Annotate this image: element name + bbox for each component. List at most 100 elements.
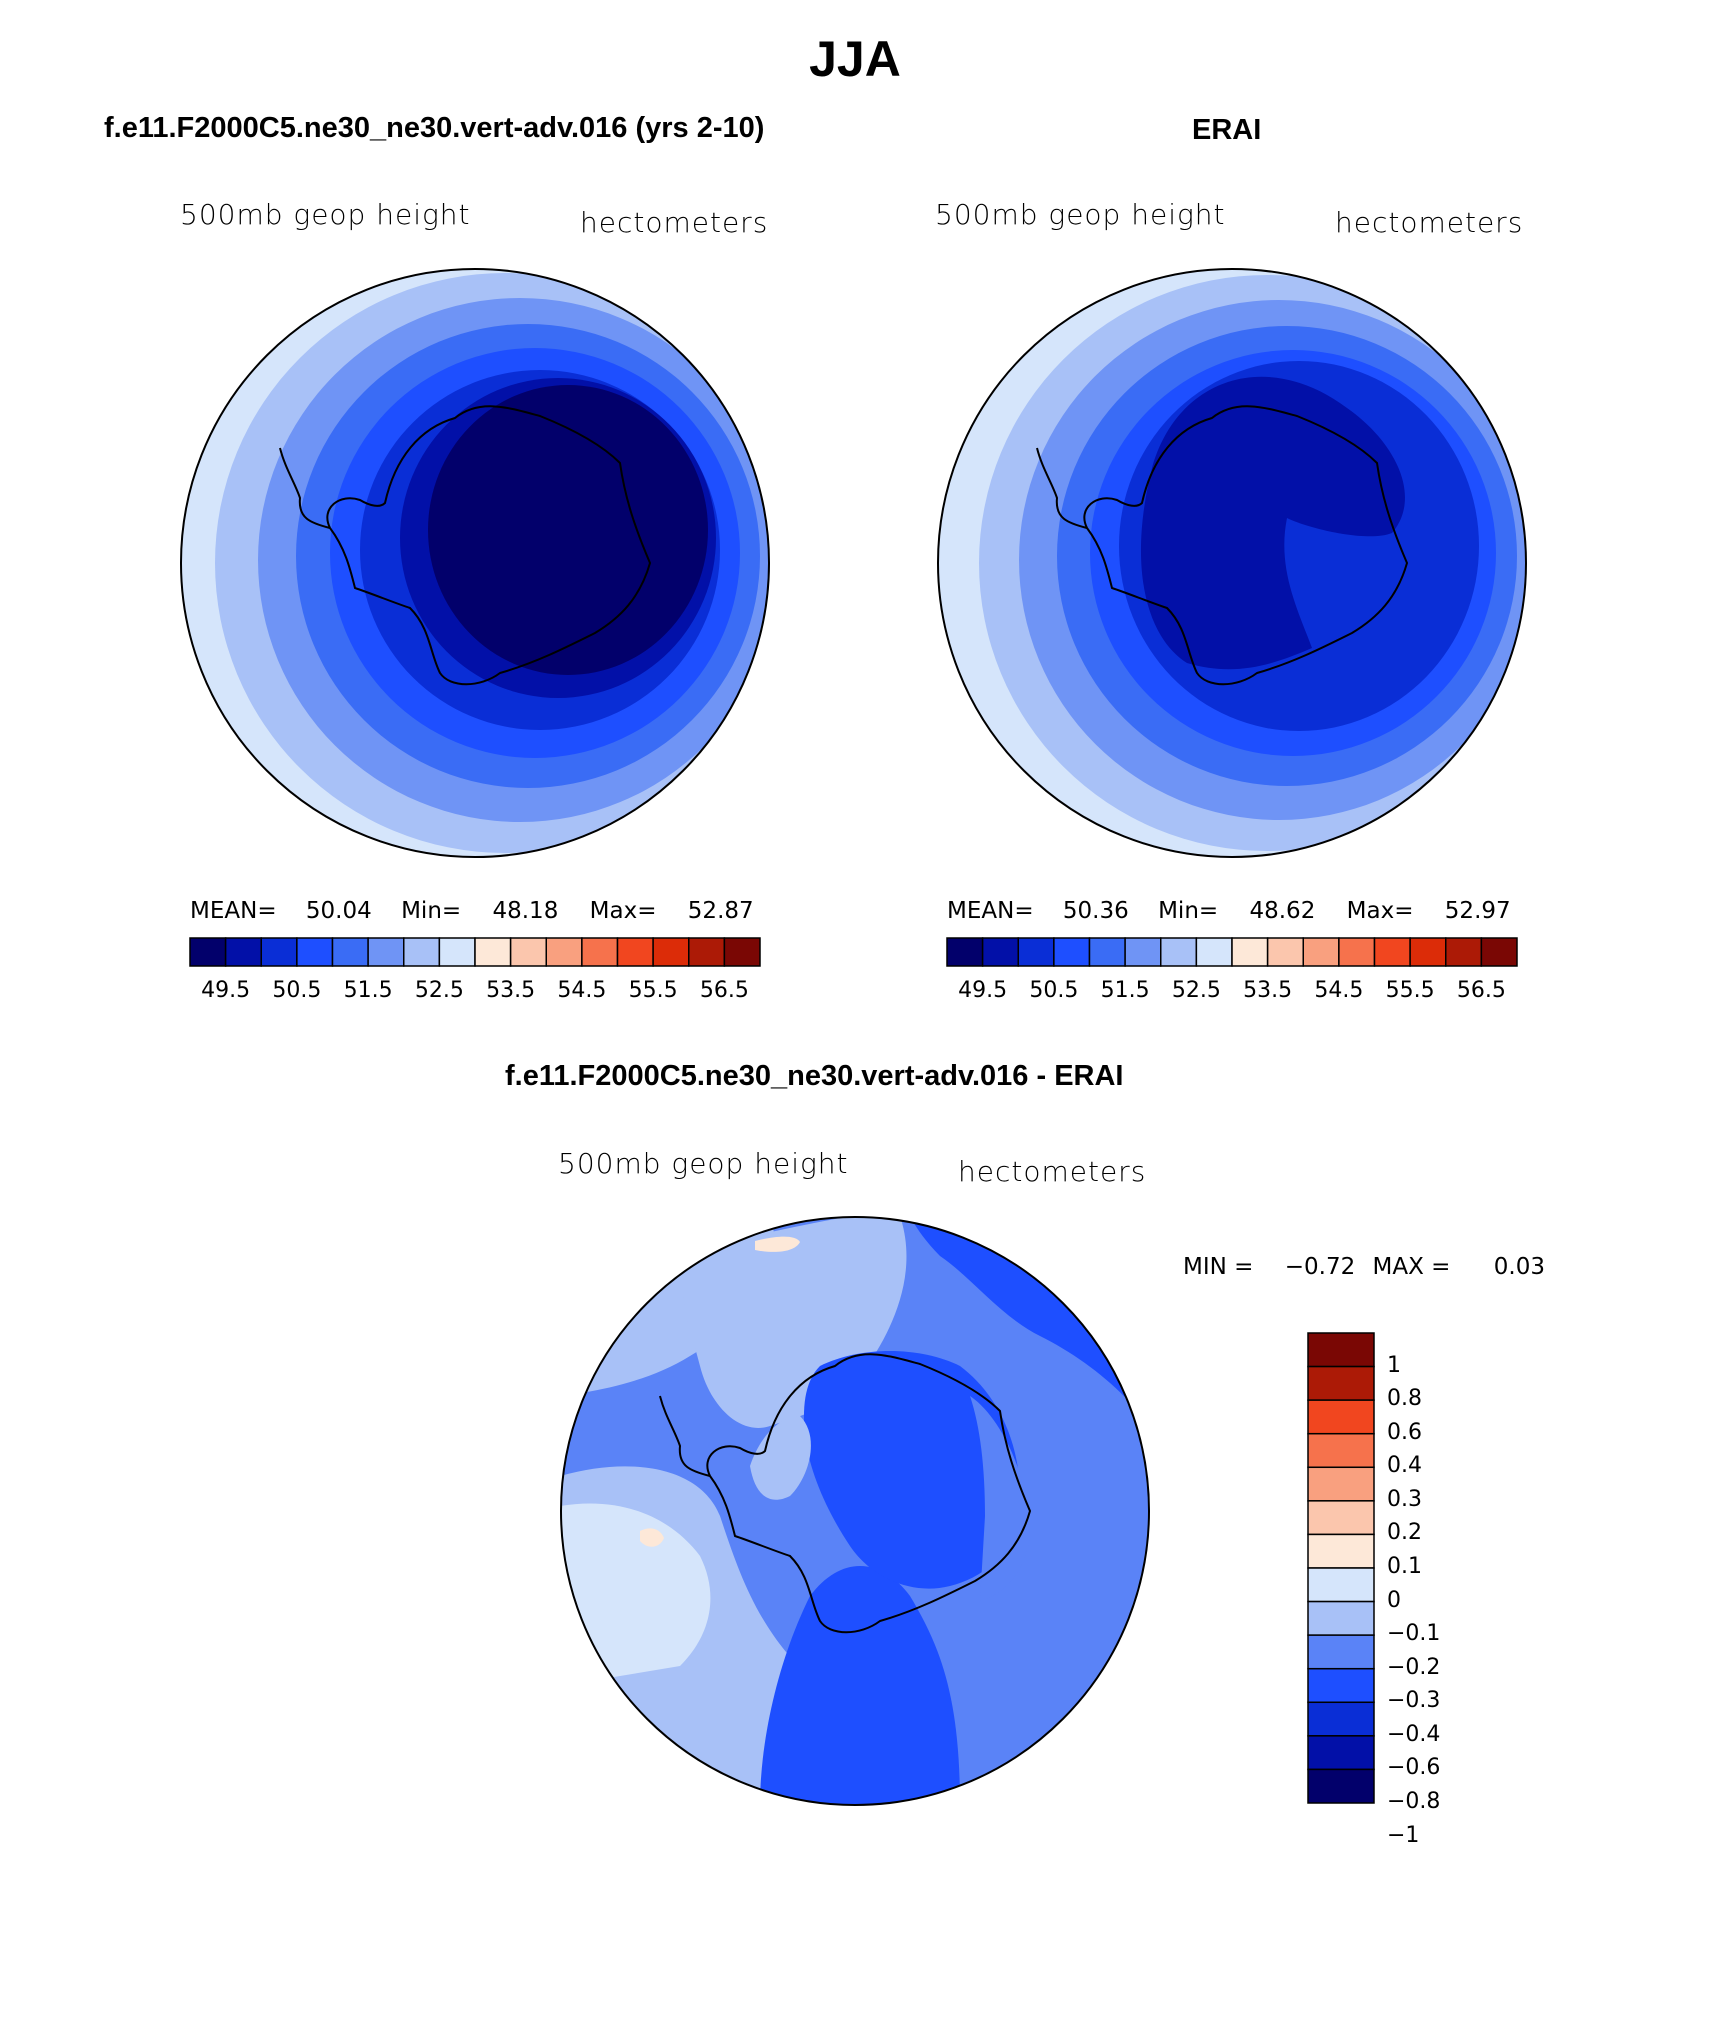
model-antarctica-coastline — [326, 405, 652, 686]
model-colorbar-box — [723, 937, 761, 967]
obs-variable-label: 500mb geop height — [935, 198, 1226, 231]
model-colorbar-tick-label: 54.5 — [557, 978, 607, 1003]
diff-colorbar-tick-label: −0.8 — [1387, 1789, 1441, 1814]
diff-min-label: MIN = — [1183, 1254, 1254, 1280]
model-max-label: Max= — [589, 898, 657, 924]
diff-colorbar-box — [1307, 1533, 1375, 1569]
obs-colorbar-tick-label: 49.5 — [958, 978, 1008, 1003]
obs-colorbar-box — [1088, 937, 1126, 967]
diff-min-value: −0.72 — [1284, 1254, 1356, 1280]
diff-polar-map — [560, 1216, 1150, 1806]
diff-max-label: MAX = — [1372, 1254, 1451, 1280]
diff-variable-label: 500mb geop height — [558, 1147, 849, 1180]
diff-colorbar-tick-label: 0.1 — [1387, 1554, 1422, 1579]
diff-colorbar-box — [1307, 1735, 1375, 1771]
obs-polar-map — [937, 268, 1527, 858]
obs-colorbar-tick-label: 54.5 — [1314, 978, 1364, 1003]
model-colorbar-box — [367, 937, 405, 967]
obs-colorbar-box — [1302, 937, 1340, 967]
model-colorbar-box — [189, 937, 227, 967]
model-colorbar-box — [331, 937, 369, 967]
model-colorbar-labels: 49.5 50.5 51.5 52.5 53.5 54.5 55.5 56.5 — [190, 978, 760, 1008]
model-colorbar-tick-label: 55.5 — [628, 978, 678, 1003]
obs-units-label: hectometers — [1335, 206, 1524, 239]
diff-colorbar-labels: 1 0.8 0.6 0.4 0.3 0.2 0.1 0 −0.1 −0.2 −0.3 −0.4 −0.6… — [1387, 1332, 1507, 1848]
model-colorbar-box — [581, 937, 619, 967]
obs-colorbar-box — [1160, 937, 1198, 967]
obs-colorbar-box — [981, 937, 1019, 967]
model-max-value: 52.87 — [687, 898, 754, 924]
diff-colorbar-box — [1307, 1701, 1375, 1737]
model-colorbar-tick-label: 52.5 — [414, 978, 464, 1003]
diff-colorbar-tick-label: 0.4 — [1387, 1453, 1422, 1479]
model-colorbar-box — [509, 937, 547, 967]
obs-colorbar-box — [1124, 937, 1162, 967]
model-colorbar-tick-label: 56.5 — [699, 978, 749, 1003]
diff-colorbar-tick-label: 0 — [1387, 1587, 1401, 1613]
obs-max-label: Max= — [1346, 898, 1414, 924]
obs-colorbar-box — [1480, 937, 1518, 967]
obs-colorbar-box — [1195, 937, 1233, 967]
diff-units-label: hectometers — [958, 1155, 1147, 1188]
obs-colorbar-tick-label: 55.5 — [1385, 978, 1435, 1003]
diff-colorbar-tick-label: 0.2 — [1387, 1520, 1422, 1546]
diff-colorbar — [1307, 1332, 1375, 1804]
diff-colorbar-box — [1307, 1332, 1375, 1368]
obs-colorbar-box — [1266, 937, 1304, 967]
obs-mean-label: MEAN= — [947, 898, 1034, 924]
obs-colorbar-box — [1231, 937, 1269, 967]
model-min-label: Min= — [401, 898, 462, 924]
obs-colorbar-tick-label: 50.5 — [1029, 978, 1079, 1003]
diff-colorbar-tick-label: −0.3 — [1387, 1688, 1441, 1714]
model-mean-value: 50.04 — [305, 898, 372, 924]
diff-colorbar-tick-label: 0.8 — [1387, 1386, 1422, 1412]
model-colorbar-box — [652, 937, 690, 967]
model-colorbar-tick-label: 51.5 — [343, 978, 393, 1003]
diff-colorbar-box — [1307, 1667, 1375, 1704]
diff-colorbar-box — [1307, 1634, 1375, 1670]
obs-colorbar-box — [1338, 937, 1376, 967]
obs-colorbar — [946, 937, 1518, 967]
model-colorbar-box — [616, 937, 654, 967]
diff-colorbar-tick-label: 0.6 — [1387, 1419, 1422, 1445]
model-colorbar-box — [545, 937, 583, 967]
model-colorbar-box — [260, 937, 298, 967]
model-colorbar-tick-label: 53.5 — [486, 978, 536, 1003]
obs-colorbar-box — [1409, 937, 1447, 967]
obs-colorbar-tick-label: 56.5 — [1456, 978, 1506, 1003]
obs-min-value: 48.62 — [1249, 898, 1316, 924]
diff-colorbar-box — [1307, 1567, 1375, 1603]
diff-colorbar-tick-label: 1 — [1387, 1352, 1401, 1378]
diff-colorbar-box — [1307, 1768, 1375, 1804]
model-variable-label: 500mb geop height — [180, 198, 471, 231]
diff-colorbar-box — [1307, 1365, 1375, 1401]
diff-colorbar-box — [1307, 1466, 1375, 1502]
model-panel-title: f.e11.F2000C5.ne30_ne30.vert-adv.016 (yr… — [104, 112, 765, 144]
obs-colorbar-box — [1445, 937, 1483, 967]
model-mean-label: MEAN= — [190, 898, 277, 924]
diff-colorbar-box — [1307, 1432, 1375, 1469]
diff-colorbar-tick-label: −0.2 — [1387, 1654, 1441, 1680]
diff-colorbar-tick-label: 0.3 — [1387, 1486, 1422, 1512]
diff-colorbar-tick-label: −0.1 — [1387, 1621, 1441, 1647]
model-min-value: 48.18 — [492, 898, 559, 924]
diff-colorbar-box — [1307, 1600, 1375, 1636]
model-colorbar-tick-label: 49.5 — [201, 978, 251, 1003]
model-colorbar-tick-label: 50.5 — [272, 978, 322, 1003]
obs-colorbar-tick-label: 51.5 — [1100, 978, 1150, 1003]
model-units-label: hectometers — [580, 206, 769, 239]
model-polar-map — [180, 268, 770, 858]
obs-antarctica-coastline — [1083, 405, 1409, 686]
model-colorbar-box — [296, 937, 334, 967]
model-colorbar-box — [403, 937, 441, 967]
obs-colorbar-labels: 49.5 50.5 51.5 52.5 53.5 54.5 55.5 56.5 — [947, 978, 1517, 1008]
model-colorbar-box — [438, 937, 476, 967]
figure-title: JJA — [809, 31, 901, 87]
obs-colorbar-tick-label: 53.5 — [1243, 978, 1293, 1003]
diff-panel-title: f.e11.F2000C5.ne30_ne30.vert-adv.016 - E… — [505, 1060, 1124, 1092]
diff-colorbar-box — [1307, 1399, 1375, 1435]
obs-colorbar-box — [1017, 937, 1055, 967]
diff-colorbar-box — [1307, 1500, 1375, 1536]
obs-colorbar-box — [946, 937, 984, 967]
obs-min-label: Min= — [1158, 898, 1219, 924]
